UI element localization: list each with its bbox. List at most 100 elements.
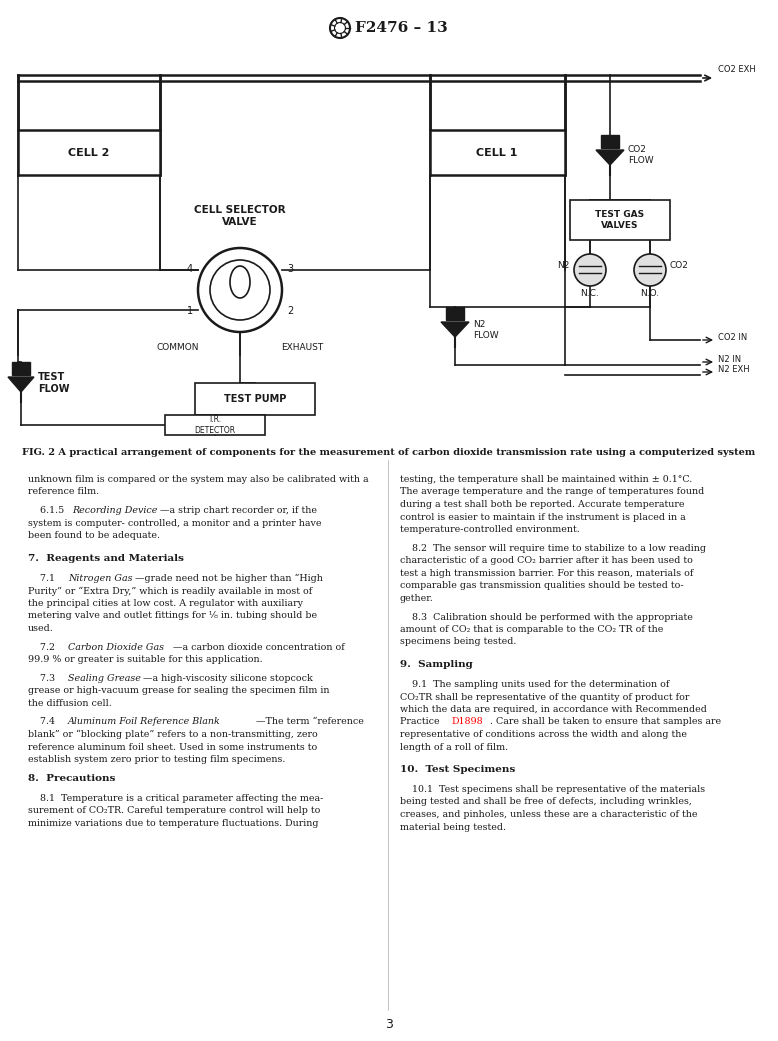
Text: surement of CO₂TR. Careful temperature control will help to: surement of CO₂TR. Careful temperature c… xyxy=(28,806,321,815)
Text: amount of CO₂ that is comparable to the CO₂ TR of the: amount of CO₂ that is comparable to the … xyxy=(400,625,664,634)
Text: FIG. 2 A practical arrangement of components for the measurement of carbon dioxi: FIG. 2 A practical arrangement of compon… xyxy=(23,448,755,457)
Text: blank” or “blocking plate” refers to a non-transmitting, zero: blank” or “blocking plate” refers to a n… xyxy=(28,730,317,739)
Text: test a high transmission barrier. For this reason, materials of: test a high transmission barrier. For th… xyxy=(400,568,693,578)
Polygon shape xyxy=(441,322,469,337)
Text: CO2 EXH: CO2 EXH xyxy=(718,65,755,74)
Text: D1898: D1898 xyxy=(452,717,484,727)
Text: 7.3: 7.3 xyxy=(28,674,61,683)
Text: 9.1  The sampling units used for the determination of: 9.1 The sampling units used for the dete… xyxy=(400,680,669,689)
Text: the diffusion cell.: the diffusion cell. xyxy=(28,699,112,708)
Bar xyxy=(18,130,160,175)
Polygon shape xyxy=(8,377,34,392)
Text: Practice: Practice xyxy=(400,717,443,727)
Bar xyxy=(601,135,619,148)
Text: COMMON: COMMON xyxy=(156,342,199,352)
Polygon shape xyxy=(596,150,624,166)
Text: reference film.: reference film. xyxy=(28,487,99,497)
Text: which the data are required, in accordance with Recommended: which the data are required, in accordan… xyxy=(400,705,707,714)
Text: the principal cities at low cost. A regulator with auxiliary: the principal cities at low cost. A regu… xyxy=(28,599,303,608)
Text: 3: 3 xyxy=(385,1018,393,1032)
Text: 2: 2 xyxy=(287,306,293,316)
Text: during a test shall both be reported. Accurate temperature: during a test shall both be reported. Ac… xyxy=(400,500,685,509)
Text: Purity” or “Extra Dry,” which is readily available in most of: Purity” or “Extra Dry,” which is readily… xyxy=(28,586,312,595)
Text: —a high-viscosity silicone stopcock: —a high-viscosity silicone stopcock xyxy=(143,674,313,683)
Bar xyxy=(12,362,30,375)
Text: 7.4: 7.4 xyxy=(28,717,61,727)
Bar xyxy=(165,415,265,435)
Text: Recording Device: Recording Device xyxy=(72,506,157,515)
Text: CELL 1: CELL 1 xyxy=(476,148,517,158)
Text: being tested and shall be free of defects, including wrinkles,: being tested and shall be free of defect… xyxy=(400,797,692,807)
Text: control is easier to maintain if the instrument is placed in a: control is easier to maintain if the ins… xyxy=(400,512,685,522)
Text: CELL SELECTOR: CELL SELECTOR xyxy=(194,205,286,215)
Text: establish system zero prior to testing film specimens.: establish system zero prior to testing f… xyxy=(28,755,286,764)
Bar xyxy=(430,130,565,175)
Text: representative of conditions across the width and along the: representative of conditions across the … xyxy=(400,730,687,739)
Text: 3: 3 xyxy=(287,264,293,274)
Text: Sealing Grease: Sealing Grease xyxy=(68,674,141,683)
Text: . Care shall be taken to ensure that samples are: . Care shall be taken to ensure that sam… xyxy=(490,717,721,727)
Text: —a strip chart recorder or, if the: —a strip chart recorder or, if the xyxy=(160,506,317,515)
Text: Aluminum Foil Reference Blank: Aluminum Foil Reference Blank xyxy=(68,717,221,727)
Text: 7.2: 7.2 xyxy=(28,642,61,652)
Text: N2 IN: N2 IN xyxy=(718,355,741,363)
Text: specimens being tested.: specimens being tested. xyxy=(400,637,517,646)
Text: VALVE: VALVE xyxy=(223,217,258,227)
Text: been found to be adequate.: been found to be adequate. xyxy=(28,531,160,540)
Text: N.O.: N.O. xyxy=(640,289,660,299)
Text: material being tested.: material being tested. xyxy=(400,822,506,832)
Text: CO₂TR shall be representative of the quantity of product for: CO₂TR shall be representative of the qua… xyxy=(400,692,689,702)
Text: TEST PUMP: TEST PUMP xyxy=(224,393,286,404)
Text: TEST GAS
VALVES: TEST GAS VALVES xyxy=(595,210,644,230)
Text: 7.1: 7.1 xyxy=(28,574,61,583)
Bar xyxy=(446,307,464,320)
Text: grease or high-vacuum grease for sealing the specimen film in: grease or high-vacuum grease for sealing… xyxy=(28,686,330,695)
Text: 4: 4 xyxy=(187,264,193,274)
Text: creases, and pinholes, unless these are a characteristic of the: creases, and pinholes, unless these are … xyxy=(400,810,698,819)
Text: —The term “reference: —The term “reference xyxy=(256,717,364,727)
Text: —a carbon dioxide concentration of: —a carbon dioxide concentration of xyxy=(173,642,345,652)
Text: N2 EXH: N2 EXH xyxy=(718,364,750,374)
Text: minimize variations due to temperature fluctuations. During: minimize variations due to temperature f… xyxy=(28,819,318,828)
Text: 8.  Precautions: 8. Precautions xyxy=(28,773,115,783)
Text: N2: N2 xyxy=(558,260,570,270)
Text: length of a roll of film.: length of a roll of film. xyxy=(400,742,508,752)
Text: I.R.
DETECTOR: I.R. DETECTOR xyxy=(194,415,236,435)
Text: 7.  Reagents and Materials: 7. Reagents and Materials xyxy=(28,554,184,563)
Text: reference aluminum foil sheet. Used in some instruments to: reference aluminum foil sheet. Used in s… xyxy=(28,742,317,752)
Text: 10.1  Test specimens shall be representative of the materials: 10.1 Test specimens shall be representat… xyxy=(400,785,705,794)
Text: CO2
FLOW: CO2 FLOW xyxy=(628,146,654,164)
Text: TEST
FLOW: TEST FLOW xyxy=(38,373,69,393)
Text: comparable gas transmission qualities should be tested to-: comparable gas transmission qualities sh… xyxy=(400,581,684,590)
Text: Nitrogen Gas: Nitrogen Gas xyxy=(68,574,132,583)
Bar xyxy=(570,200,670,240)
Text: 9.  Sampling: 9. Sampling xyxy=(400,660,473,669)
Text: temperature-controlled environment.: temperature-controlled environment. xyxy=(400,525,580,534)
Text: The average temperature and the range of temperatures found: The average temperature and the range of… xyxy=(400,487,704,497)
Bar xyxy=(195,383,315,415)
Text: EXHAUST: EXHAUST xyxy=(281,342,323,352)
Text: —grade need not be higher than “High: —grade need not be higher than “High xyxy=(135,574,323,583)
Circle shape xyxy=(634,254,666,286)
Text: metering valve and outlet fittings for ⅛ in. tubing should be: metering valve and outlet fittings for ⅛… xyxy=(28,611,317,620)
Text: N.C.: N.C. xyxy=(580,289,599,299)
Text: 1: 1 xyxy=(187,306,193,316)
Text: N2
FLOW: N2 FLOW xyxy=(473,321,499,339)
Text: 10.  Test Specimens: 10. Test Specimens xyxy=(400,765,515,775)
Circle shape xyxy=(574,254,606,286)
Text: Carbon Dioxide Gas: Carbon Dioxide Gas xyxy=(68,642,164,652)
Text: CELL 2: CELL 2 xyxy=(68,148,110,158)
Text: 6.1.5: 6.1.5 xyxy=(28,506,70,515)
Text: 8.3  Calibration should be performed with the appropriate: 8.3 Calibration should be performed with… xyxy=(400,612,693,621)
Text: gether.: gether. xyxy=(400,593,434,603)
Text: CO2 IN: CO2 IN xyxy=(718,332,747,341)
Text: characteristic of a good CO₂ barrier after it has been used to: characteristic of a good CO₂ barrier aft… xyxy=(400,556,693,565)
Text: unknown film is compared or the system may also be calibrated with a: unknown film is compared or the system m… xyxy=(28,475,369,484)
Text: F2476 – 13: F2476 – 13 xyxy=(355,21,448,35)
Text: 8.2  The sensor will require time to stabilize to a low reading: 8.2 The sensor will require time to stab… xyxy=(400,543,706,553)
Text: testing, the temperature shall be maintained within ± 0.1°C.: testing, the temperature shall be mainta… xyxy=(400,475,692,484)
Text: CO2: CO2 xyxy=(670,260,689,270)
Text: used.: used. xyxy=(28,624,54,633)
Text: 8.1  Temperature is a critical parameter affecting the mea-: 8.1 Temperature is a critical parameter … xyxy=(28,793,324,803)
Text: system is computer- controlled, a monitor and a printer have: system is computer- controlled, a monito… xyxy=(28,518,321,528)
